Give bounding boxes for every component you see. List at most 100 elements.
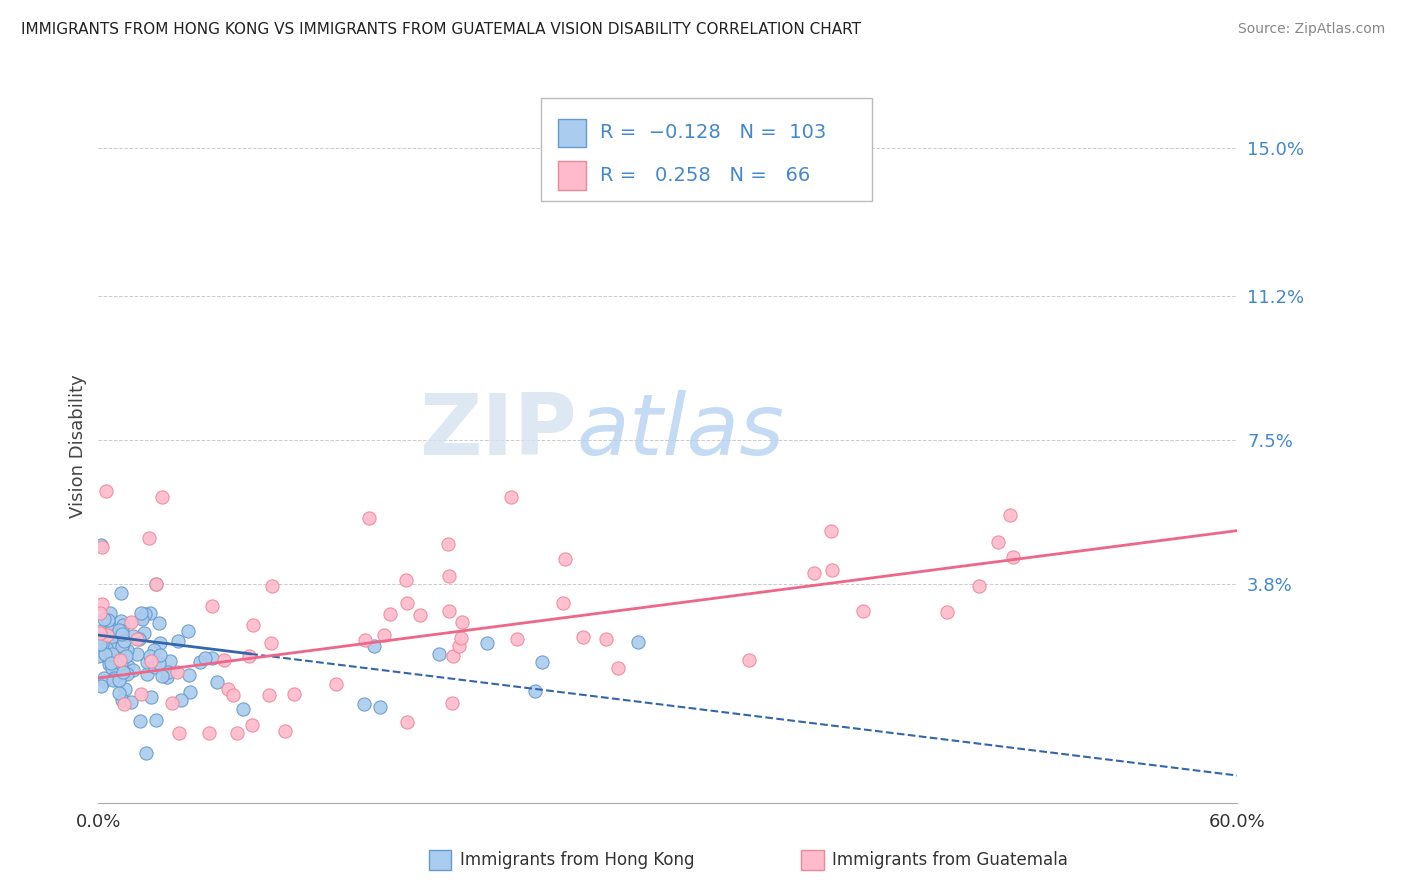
Point	[143, 643, 166, 657]
Point	[111, 692, 134, 706]
Point	[134, 607, 156, 622]
Point	[93, 611, 115, 625]
Point	[104, 661, 127, 675]
Point	[260, 635, 283, 649]
Point	[112, 667, 135, 681]
Point	[93, 673, 115, 688]
Point	[136, 667, 159, 681]
Point	[170, 692, 193, 706]
Point	[110, 585, 132, 599]
Point	[450, 631, 472, 645]
Point	[89, 625, 111, 640]
Point	[373, 628, 395, 642]
Point	[101, 657, 124, 672]
Point	[395, 596, 418, 610]
Point	[188, 656, 211, 670]
Point	[194, 650, 217, 665]
Point	[232, 702, 254, 716]
Point	[357, 511, 380, 525]
Text: R =  −0.128   N =  103: R = −0.128 N = 103	[600, 123, 827, 143]
Point	[160, 696, 183, 710]
Point	[354, 633, 377, 648]
Point	[91, 540, 114, 554]
Point	[89, 606, 111, 620]
Point	[145, 713, 167, 727]
Point	[935, 605, 957, 619]
Point	[201, 650, 224, 665]
Point	[120, 695, 142, 709]
Point	[129, 714, 152, 728]
Point	[131, 609, 153, 624]
Point	[1001, 550, 1024, 565]
Point	[998, 508, 1021, 523]
Point	[572, 630, 595, 644]
Text: Immigrants from Hong Kong: Immigrants from Hong Kong	[460, 851, 695, 869]
Point	[378, 607, 401, 621]
Point	[138, 607, 160, 621]
Point	[107, 653, 129, 667]
Point	[94, 483, 117, 498]
Point	[222, 689, 245, 703]
Point	[98, 606, 121, 620]
Point	[121, 629, 143, 643]
Point	[505, 632, 527, 647]
Point	[166, 665, 188, 679]
Point	[450, 615, 472, 630]
Point	[108, 653, 131, 667]
Point	[96, 628, 118, 642]
Point	[101, 647, 124, 661]
Point	[148, 616, 170, 631]
Point	[91, 637, 114, 651]
Point	[179, 668, 201, 682]
Point	[201, 599, 224, 613]
Point	[987, 534, 1010, 549]
Point	[115, 643, 138, 657]
Point	[110, 656, 132, 670]
Text: atlas: atlas	[576, 390, 785, 474]
Point	[217, 681, 239, 696]
Point	[738, 653, 761, 667]
Point	[499, 490, 522, 504]
Point	[606, 661, 628, 675]
Point	[101, 661, 124, 675]
Point	[96, 640, 118, 654]
Point	[117, 659, 139, 673]
Point	[198, 725, 221, 739]
Point	[111, 665, 134, 679]
Point	[125, 647, 148, 661]
Point	[148, 656, 170, 670]
Point	[409, 608, 432, 623]
Point	[93, 671, 115, 685]
Point	[97, 613, 120, 627]
Point	[449, 640, 471, 654]
Point	[122, 663, 145, 677]
Point	[105, 636, 128, 650]
Point	[90, 538, 112, 552]
Point	[554, 551, 576, 566]
Point	[100, 656, 122, 670]
Point	[283, 687, 305, 701]
Point	[262, 579, 284, 593]
Point	[135, 747, 157, 761]
Point	[240, 718, 263, 732]
Point	[803, 566, 825, 581]
Point	[821, 563, 844, 577]
Point	[139, 654, 162, 668]
Point	[212, 653, 235, 667]
Point	[150, 490, 173, 504]
Point	[475, 636, 498, 650]
Point	[90, 597, 112, 611]
Point	[179, 685, 201, 699]
Point	[87, 649, 110, 664]
Point	[139, 649, 162, 664]
Point	[111, 638, 134, 652]
Point	[89, 632, 111, 647]
Point	[205, 674, 228, 689]
Point	[595, 632, 617, 646]
Point	[115, 649, 138, 664]
Point	[128, 632, 150, 647]
Point	[115, 667, 138, 681]
Y-axis label: Vision Disability: Vision Disability	[69, 374, 87, 518]
Point	[395, 715, 418, 730]
Point	[441, 648, 464, 663]
